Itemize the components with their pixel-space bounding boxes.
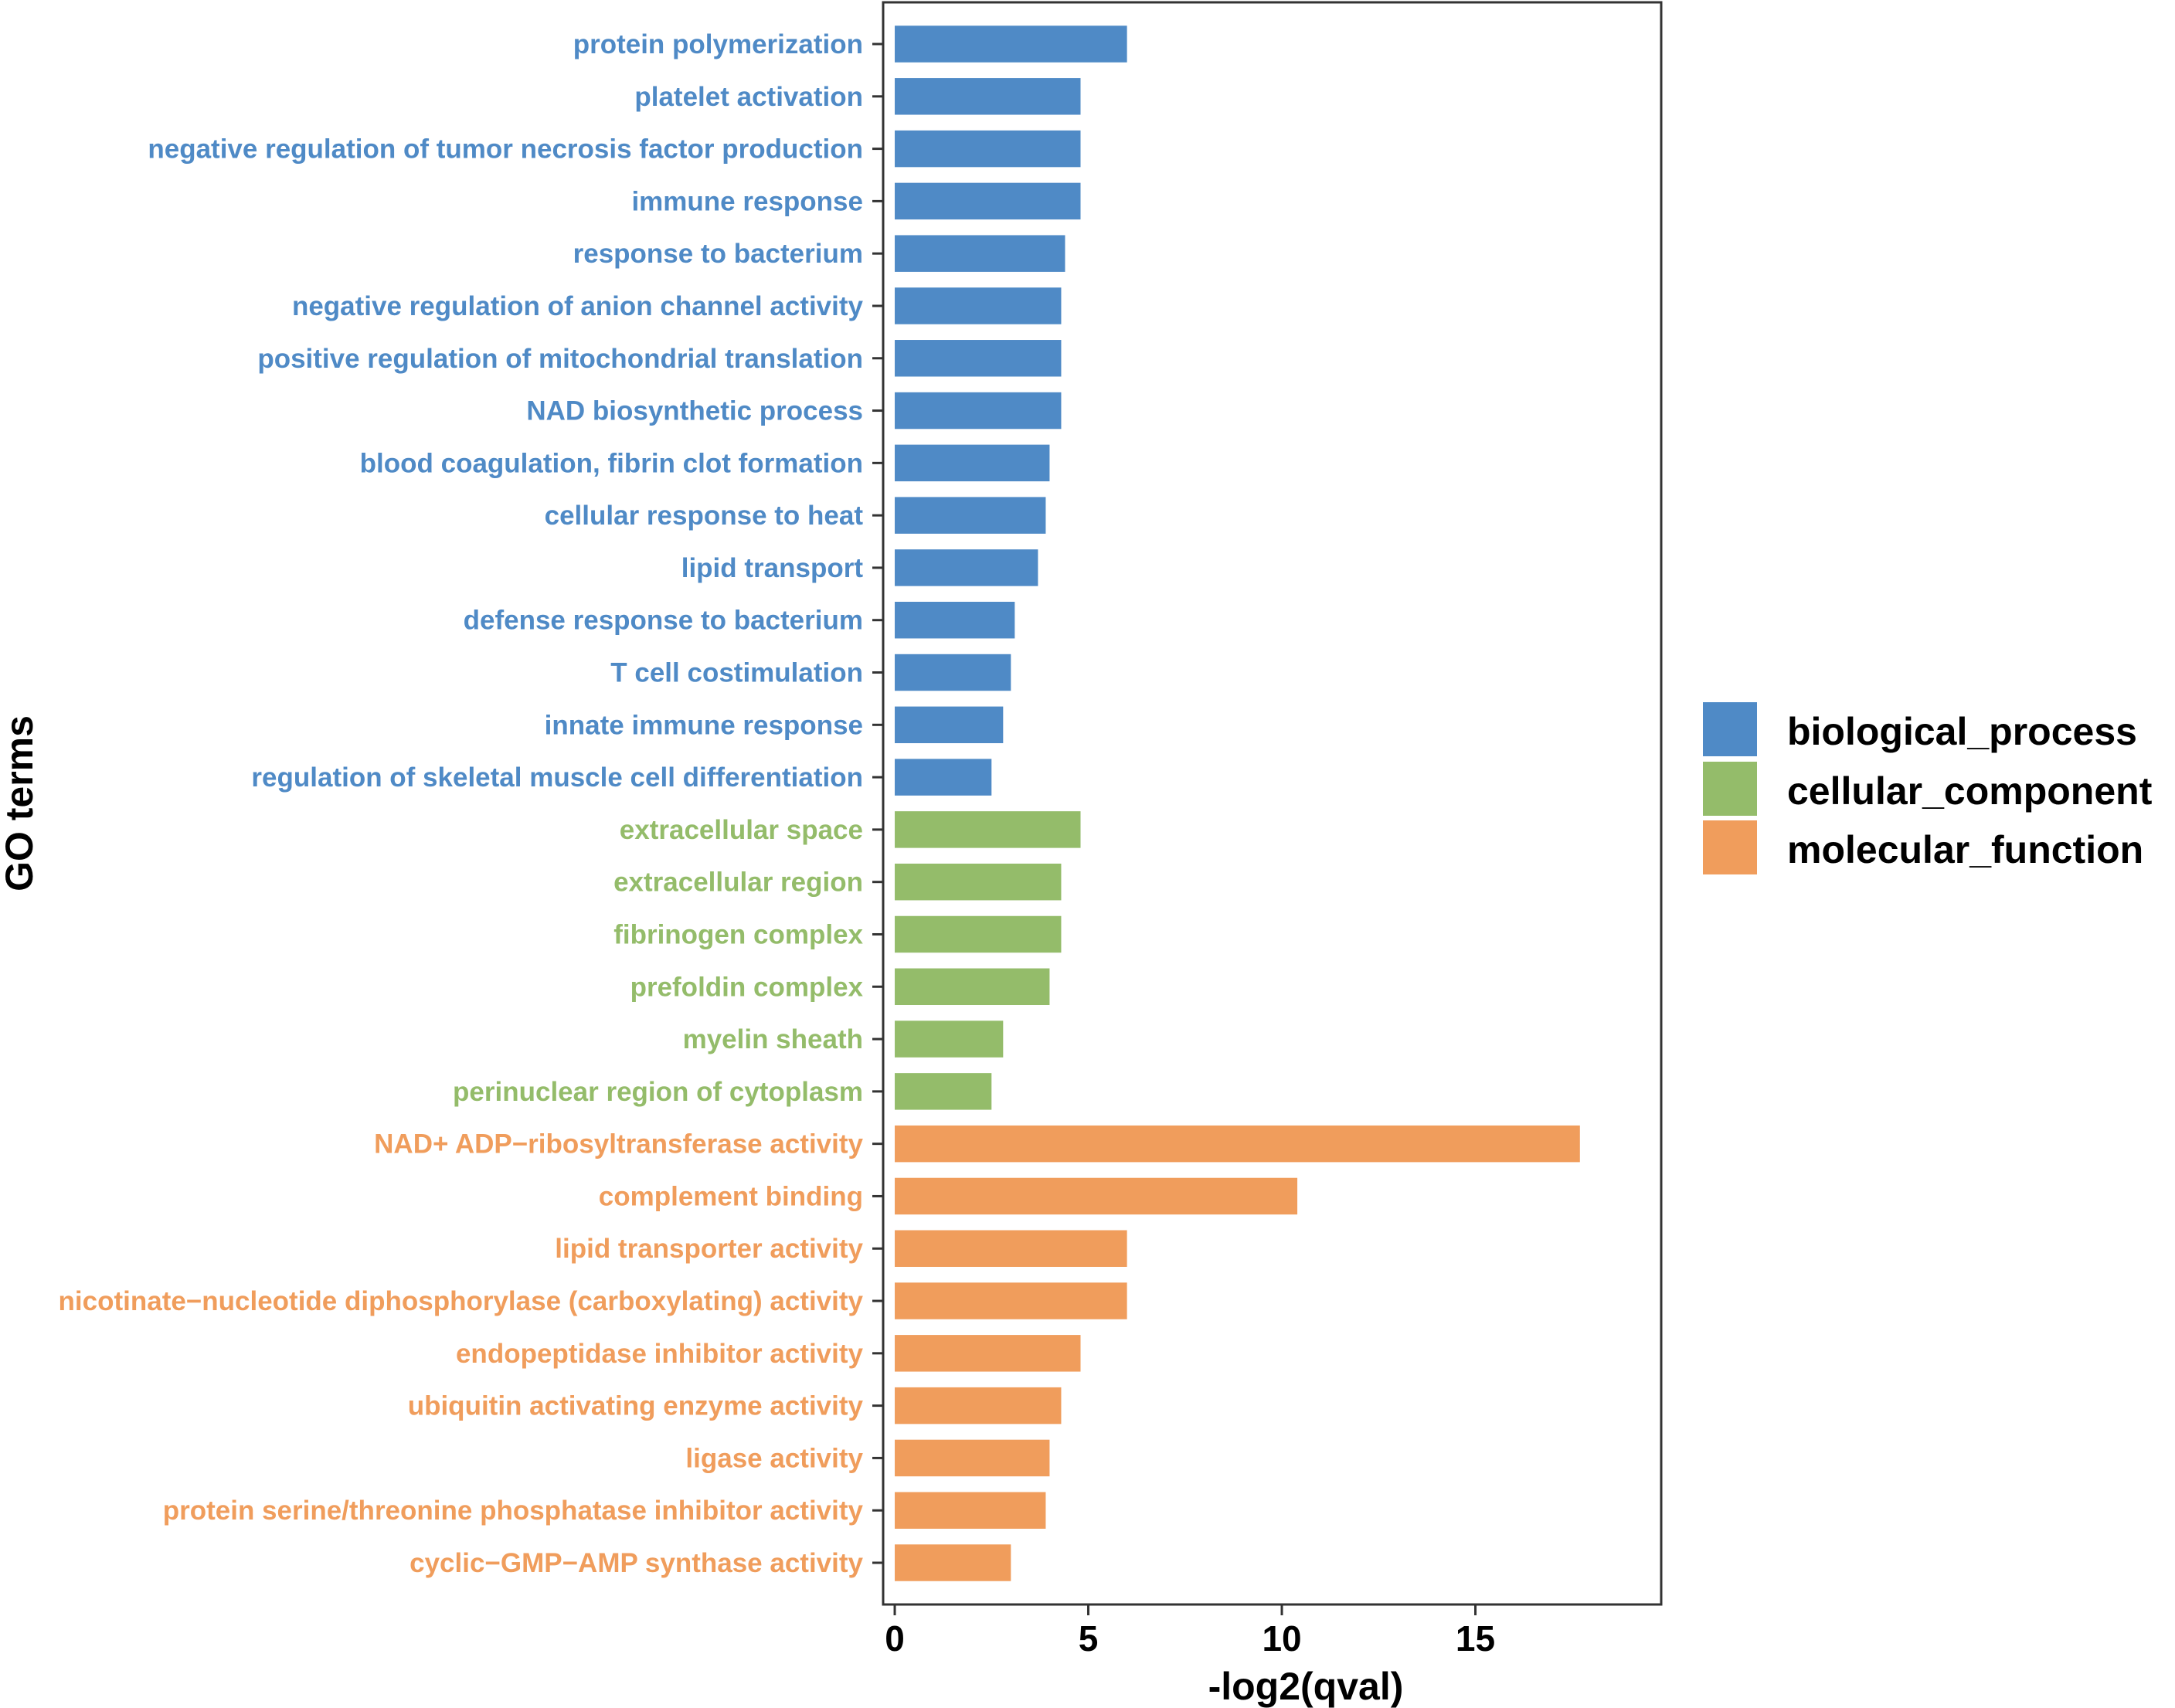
bar bbox=[895, 1439, 1050, 1477]
bar bbox=[895, 863, 1062, 901]
bar bbox=[895, 1335, 1081, 1372]
category-label: extracellular region bbox=[613, 868, 863, 898]
category-label: T cell costimulation bbox=[610, 658, 863, 688]
category-label: NAD+ ADP−ribosyltransferase activity bbox=[374, 1129, 863, 1160]
category-label: endopeptidase inhibitor activity bbox=[456, 1339, 864, 1369]
category-label: fibrinogen complex bbox=[613, 919, 863, 949]
category-label: immune response bbox=[631, 186, 863, 216]
y-axis-title: GO terms bbox=[0, 715, 41, 891]
category-label: complement binding bbox=[599, 1181, 863, 1211]
x-tick-marks: 0 5 10 15 bbox=[885, 1604, 1495, 1659]
x-tick-label: 15 bbox=[1456, 1618, 1495, 1659]
bar bbox=[895, 1492, 1046, 1529]
bar bbox=[895, 287, 1062, 324]
legend-swatch bbox=[1703, 762, 1757, 816]
category-label: ubiquitin activating enzyme activity bbox=[408, 1391, 864, 1421]
bar bbox=[895, 1073, 992, 1110]
bar bbox=[895, 182, 1081, 220]
y-tick-marks bbox=[872, 42, 883, 1564]
bar bbox=[895, 340, 1062, 377]
bar bbox=[895, 1125, 1580, 1163]
category-label: blood coagulation, fibrin clot formation bbox=[360, 448, 863, 478]
category-label: protein serine/threonine phosphatase inh… bbox=[163, 1496, 864, 1526]
category-label: nicotinate−nucleotide diphosphorylase (c… bbox=[59, 1286, 864, 1316]
bar bbox=[895, 444, 1050, 482]
category-label: NAD biosynthetic process bbox=[526, 396, 863, 426]
x-tick-label: 0 bbox=[885, 1618, 905, 1659]
x-tick-label: 5 bbox=[1079, 1618, 1099, 1659]
legend-label: cellular_component bbox=[1787, 769, 2153, 813]
bar bbox=[895, 1387, 1062, 1424]
category-label: innate immune response bbox=[545, 710, 863, 740]
legend-swatch bbox=[1703, 702, 1757, 756]
bar bbox=[895, 1230, 1127, 1267]
bar bbox=[895, 1544, 1011, 1581]
category-label: response to bacterium bbox=[573, 239, 863, 269]
category-label: lipid transport bbox=[681, 553, 864, 583]
bar bbox=[895, 601, 1015, 639]
category-label: regulation of skeletal muscle cell diffe… bbox=[251, 762, 863, 793]
legend-label: biological_process bbox=[1787, 710, 2137, 753]
category-label: cellular response to heat bbox=[545, 501, 864, 531]
category-label: negative regulation of anion channel act… bbox=[292, 291, 864, 321]
bar bbox=[895, 968, 1050, 1006]
bar bbox=[895, 811, 1081, 848]
category-label: prefoldin complex bbox=[630, 972, 864, 1002]
bar bbox=[895, 549, 1038, 586]
category-label: negative regulation of tumor necrosis fa… bbox=[148, 134, 863, 165]
category-labels: protein polymerization platelet activatio… bbox=[59, 29, 864, 1578]
category-label: cyclic−GMP−AMP synthase activity bbox=[410, 1548, 863, 1578]
bar bbox=[895, 915, 1062, 953]
category-label: protein polymerization bbox=[573, 29, 863, 59]
category-label: myelin sheath bbox=[683, 1024, 863, 1054]
bar bbox=[895, 706, 1004, 744]
x-tick-label: 10 bbox=[1262, 1618, 1301, 1659]
bar bbox=[895, 235, 1065, 272]
category-label: perinuclear region of cytoplasm bbox=[453, 1077, 863, 1107]
category-label: lipid transporter activity bbox=[555, 1234, 863, 1264]
legend: biological_process cellular_componentmole… bbox=[1703, 702, 2153, 874]
x-axis-title: -log2(qval) bbox=[1208, 1665, 1404, 1708]
bar bbox=[895, 1177, 1298, 1215]
bar bbox=[895, 392, 1062, 430]
bar bbox=[895, 130, 1081, 168]
legend-label: molecular_function bbox=[1787, 828, 2143, 871]
bar bbox=[895, 497, 1046, 534]
bar bbox=[895, 759, 992, 796]
category-label: positive regulation of mitochondrial tra… bbox=[257, 344, 863, 374]
bar bbox=[895, 25, 1127, 63]
bars-group bbox=[895, 25, 1580, 1581]
category-label: extracellular space bbox=[620, 815, 863, 845]
bar bbox=[895, 78, 1081, 115]
bar bbox=[895, 1282, 1127, 1319]
category-label: platelet activation bbox=[634, 82, 863, 112]
legend-swatch bbox=[1703, 820, 1757, 874]
bar bbox=[895, 654, 1011, 691]
category-label: ligase activity bbox=[685, 1443, 863, 1473]
bar bbox=[895, 1020, 1004, 1058]
category-label: defense response to bacterium bbox=[464, 606, 863, 636]
